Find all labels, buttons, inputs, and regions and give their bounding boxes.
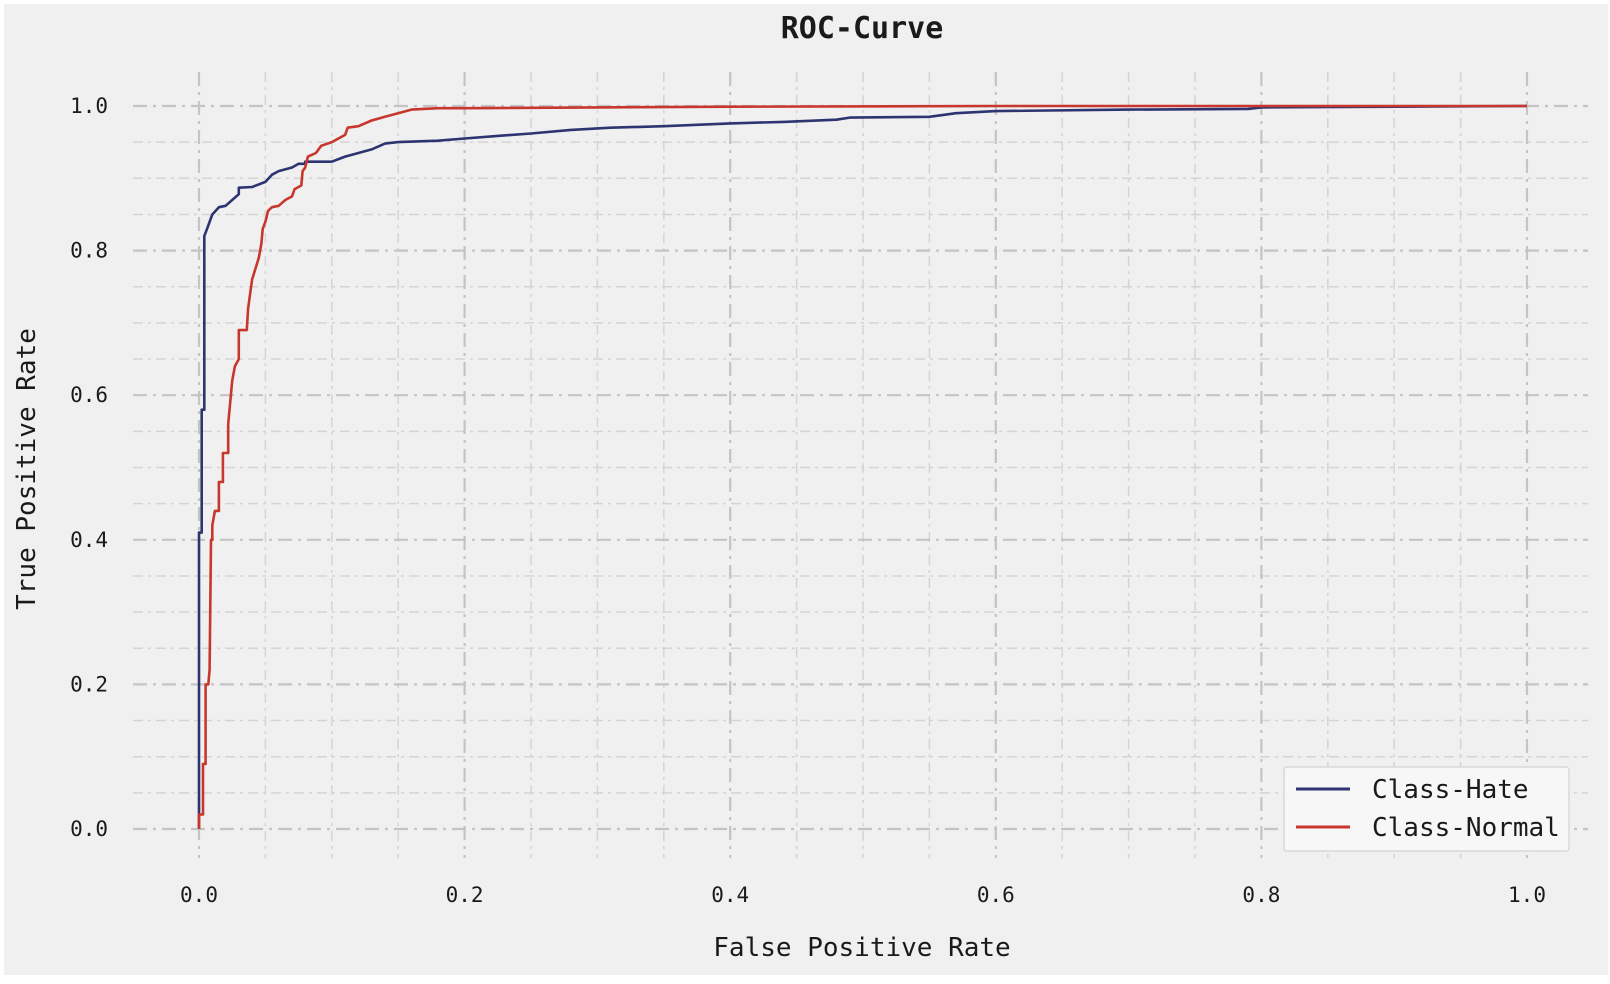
y-tick-label: 0.8	[70, 239, 108, 263]
y-tick-label: 0.6	[70, 383, 108, 407]
legend: Class-Hate Class-Normal	[1283, 766, 1570, 852]
minor-grid	[133, 72, 1588, 858]
x-axis-ticks: 0.0 0.2 0.4 0.6 0.8 1.0	[180, 883, 1546, 907]
legend-label-class-normal: Class-Normal	[1372, 813, 1560, 843]
x-tick-label: 0.2	[446, 883, 484, 907]
y-tick-label: 1.0	[70, 94, 108, 118]
x-tick-label: 1.0	[1508, 883, 1546, 907]
series-line-class-normal	[197, 104, 1527, 829]
y-axis-label: True Positive Rate	[12, 328, 42, 610]
chart-title: ROC-Curve	[781, 11, 944, 46]
legend-box	[1283, 766, 1570, 852]
y-tick-label: 0.4	[70, 528, 108, 552]
legend-label-class-hate: Class-Hate	[1372, 775, 1529, 805]
x-tick-label: 0.8	[1242, 883, 1280, 907]
x-tick-label: 0.6	[977, 883, 1015, 907]
series-line-class-hate	[197, 104, 1528, 829]
x-axis-label: False Positive Rate	[713, 933, 1010, 963]
x-tick-label: 0.4	[711, 883, 749, 907]
x-tick-label: 0.0	[180, 883, 218, 907]
y-tick-label: 0.0	[70, 817, 108, 841]
y-axis-ticks: 0.0 0.2 0.4 0.6 0.8 1.0	[70, 94, 108, 841]
series-layer	[197, 104, 1528, 829]
y-tick-label: 0.2	[70, 672, 108, 696]
